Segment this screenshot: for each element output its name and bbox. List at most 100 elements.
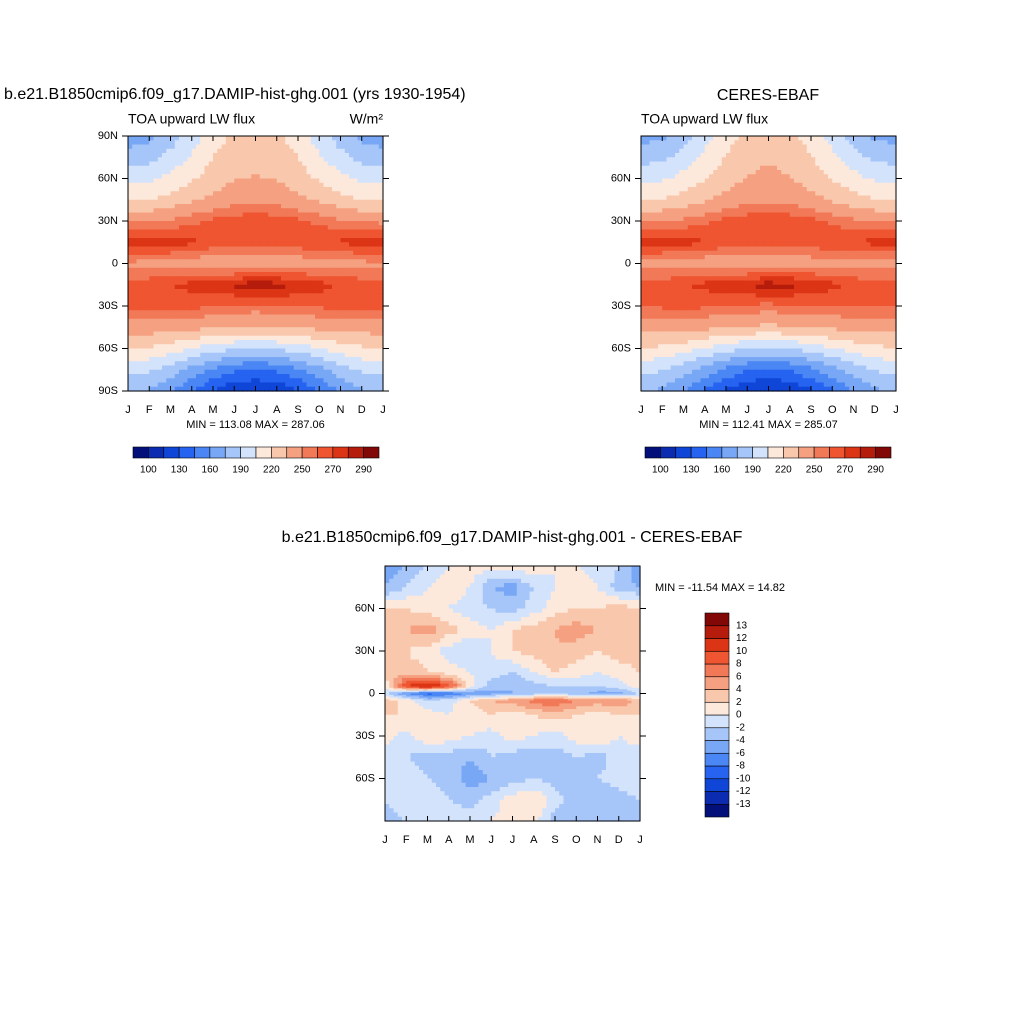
contour-cell [845,204,850,209]
contour-cell [170,267,176,273]
contour-cell [298,144,303,150]
contour-cell [247,386,252,392]
contour-cell [217,199,223,205]
contour-cell [230,140,235,146]
contour-cell [751,136,757,141]
contour-cell [806,174,812,180]
contour-cell [781,212,787,218]
contour-cell [662,174,668,180]
contour-cell [140,267,146,273]
contour-cell [293,161,299,167]
contour-cell [760,199,765,205]
contour-cell [285,335,291,341]
contour-cell [221,348,227,354]
contour-cell [289,238,295,243]
contour-cell [336,301,342,307]
contour-cell [149,314,155,320]
contour-cell [153,242,159,248]
contour-cell [272,212,278,218]
contour-cell [349,374,354,379]
contour-cell [276,382,282,388]
contour-cell [378,204,384,209]
contour-cell [247,344,252,350]
contour-cell [157,369,163,375]
contour-cell [162,144,167,150]
contour-cell [768,144,774,150]
contour-cell [298,314,303,320]
contour-cell [247,229,252,235]
contour-cell [832,165,838,171]
contour-cell [340,195,346,201]
contour-cell [255,306,261,311]
contour-cell [751,140,757,146]
contour-cell [378,374,384,379]
contour-cell [157,157,163,163]
contour-cell [136,297,142,303]
contour-cell [166,357,172,362]
contour-cell [276,318,282,324]
y-tick-label: 0 [112,257,118,269]
contour-cell [327,335,333,341]
contour-cell [357,250,363,256]
contour-cell [238,297,244,303]
contour-cell [666,170,672,175]
contour-cell [323,293,329,299]
contour-cell [166,280,172,286]
contour-cell [319,318,325,324]
contour-cell [310,238,316,243]
contour-cell [208,174,214,180]
contour-cell [170,199,176,205]
contour-cell [713,212,719,218]
contour-cell [349,216,354,222]
contour-cell [128,310,133,316]
contour-cell [327,386,333,392]
contour-cell [153,382,159,388]
contour-cell [781,157,787,163]
contour-cell [675,225,680,231]
contour-cell [370,280,376,286]
contour-cell [366,306,371,311]
contour-cell [709,153,714,158]
contour-cell [306,259,312,265]
contour-cell [264,267,269,273]
contour-cell [887,165,893,171]
contour-cell [679,148,685,154]
contour-cell [293,382,299,388]
contour-cell [666,195,672,201]
contour-cell [357,246,363,252]
contour-cell [806,195,812,201]
contour-cell [840,144,846,150]
contour-cell [281,246,286,252]
contour-cell [196,208,201,214]
contour-cell [853,170,859,175]
contour-cell [128,195,133,201]
contour-field [641,136,897,392]
contour-cell [289,174,295,180]
contour-cell [811,161,816,167]
contour-cell [213,280,218,286]
contour-cell [132,229,138,235]
contour-cell [302,276,308,282]
contour-cell [272,289,278,294]
contour-cell [242,140,248,146]
contour-cell [174,157,180,163]
contour-cell [289,272,295,277]
contour-cell [370,221,376,226]
contour-cell [361,174,367,180]
contour-cell [293,250,299,256]
contour-cell [234,386,240,392]
contour-cell [700,136,706,141]
contour-cell [200,140,206,146]
contour-cell [289,148,295,154]
contour-cell [289,161,295,167]
contour-cell [285,297,291,303]
contour-cell [327,216,333,222]
contour-cell [213,378,218,384]
contour-cell [187,297,193,303]
contour-cell [251,157,257,163]
contour-cell [259,136,265,141]
contour-cell [349,238,354,243]
contour-cell [340,348,346,354]
contour-cell [179,306,184,311]
contour-cell [879,216,884,222]
